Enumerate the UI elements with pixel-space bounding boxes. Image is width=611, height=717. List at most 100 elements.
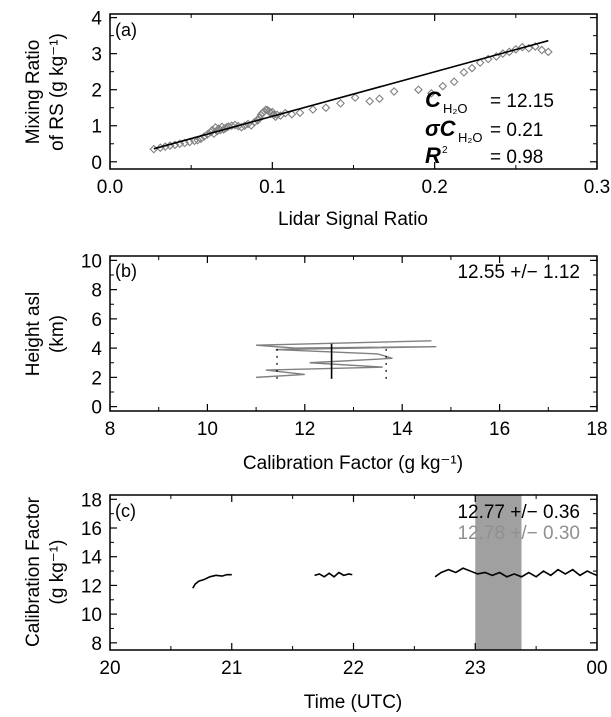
scatter-point xyxy=(227,121,237,131)
svg-text:C: C xyxy=(425,87,442,112)
x-tick-label: 22 xyxy=(343,658,364,679)
x-tick-label: 20 xyxy=(99,658,120,679)
y-tick-label: 14 xyxy=(81,548,103,569)
scatter-point xyxy=(193,135,203,145)
scatter-point xyxy=(254,113,264,123)
x-tick-label: 12 xyxy=(294,419,315,440)
panel-b-xlabel: Calibration Factor (g kg⁻¹) xyxy=(243,453,463,474)
panel-a-xlabel: Lidar Signal Ratio xyxy=(278,209,428,230)
fit-line xyxy=(153,39,549,150)
x-tick-label: 21 xyxy=(221,658,242,679)
calibration-series xyxy=(314,571,353,578)
panel-b-marks xyxy=(256,340,437,379)
x-tick-label: 00 xyxy=(586,658,607,679)
scatter-point xyxy=(537,45,547,55)
panel-a-annotation-c: C H₂O = 12.15 xyxy=(425,87,554,116)
svg-text:R: R xyxy=(425,143,441,168)
panel-b-label: (b) xyxy=(115,261,137,281)
scatter-point xyxy=(475,58,485,68)
y-tick-label: 2 xyxy=(91,368,102,389)
scatter-point xyxy=(365,96,375,106)
panel-a-annotation-r2: R 2 = 0.98 xyxy=(425,143,543,168)
y-tick-label: 10 xyxy=(81,605,102,626)
scatter-point xyxy=(543,47,553,57)
y-tick-label: 2 xyxy=(91,81,102,102)
scatter-point xyxy=(350,93,360,103)
scatter-point xyxy=(196,134,206,144)
y-tick-label: 8 xyxy=(91,281,102,302)
panel-c-label: (c) xyxy=(115,501,136,521)
panel-a-label: (a) xyxy=(115,20,137,40)
scatter-point xyxy=(427,88,436,98)
scatter-point xyxy=(438,81,448,91)
y-tick-label: 12 xyxy=(81,576,102,597)
y-tick-label: 1 xyxy=(91,117,102,138)
x-tick-label: 0.1 xyxy=(259,177,285,198)
panel-b-frame xyxy=(109,255,598,412)
scatter-point xyxy=(308,105,318,114)
calibration-series xyxy=(192,573,232,589)
svg-text:H₂O: H₂O xyxy=(458,130,483,145)
x-tick-label: 0.2 xyxy=(421,177,447,198)
panel-a-ytick-labels: 0 1 2 3 4 xyxy=(91,9,102,174)
scatter-point xyxy=(375,94,384,104)
panel-a-ylabel-line1: Mixing Ratio xyxy=(23,40,44,145)
scatter-point xyxy=(449,77,459,87)
panel-a-xtick-labels: 0.0 0.1 0.2 0.3 xyxy=(97,177,610,198)
y-tick-label: 3 xyxy=(91,45,102,66)
x-tick-label: 18 xyxy=(586,419,607,440)
x-tick-label: 14 xyxy=(392,419,414,440)
panel-b-xtick-labels: 8 10 12 14 16 18 xyxy=(105,419,608,440)
svg-text:= 0.21: = 0.21 xyxy=(490,120,543,141)
scatter-point xyxy=(185,137,194,147)
scatter-point xyxy=(190,136,199,146)
panel-b-annotation: 12.55 +/− 1.12 xyxy=(457,262,580,283)
y-tick-label: 0 xyxy=(91,153,102,174)
y-tick-label: 0 xyxy=(91,398,102,419)
panel-a-ylabel-line2: of RS (g kg⁻¹) xyxy=(47,33,68,151)
y-tick-label: 10 xyxy=(81,251,102,272)
panel-c-frame xyxy=(109,494,598,651)
panel-c-ytick-labels: 8 10 12 14 16 18 xyxy=(81,490,103,655)
panel-c: (c) 12.77 +/− 0.36 12.78 +/− 0.30 20 21 22… xyxy=(23,490,608,713)
panel-c-marks xyxy=(192,567,598,589)
scatter-point xyxy=(321,103,331,113)
y-tick-label: 8 xyxy=(91,634,102,655)
panel-a-annotation-sigma: σC H₂O = 0.21 xyxy=(425,116,543,145)
panel-b-ylabel-line2: (km) xyxy=(47,315,68,353)
scatter-point xyxy=(222,122,232,132)
scatter-point xyxy=(287,109,297,119)
x-tick-label: 0.0 xyxy=(97,177,123,198)
y-tick-label: 16 xyxy=(81,519,102,540)
panel-b-ytick-labels: 0 2 4 6 8 10 xyxy=(81,251,103,418)
svg-text:= 0.98: = 0.98 xyxy=(490,147,543,168)
scatter-point xyxy=(467,63,477,73)
scatter-point xyxy=(295,108,305,118)
x-tick-label: 16 xyxy=(489,419,510,440)
scatter-point xyxy=(389,87,399,96)
svg-text:2: 2 xyxy=(442,145,448,156)
panel-c-xtick-labels: 20 21 22 23 00 xyxy=(99,658,607,679)
svg-text:H₂O: H₂O xyxy=(443,101,468,116)
panel-c-ylabel-line1: Calibration Factor xyxy=(23,496,44,647)
y-tick-label: 6 xyxy=(91,310,102,331)
x-tick-label: 23 xyxy=(465,658,486,679)
scatter-point xyxy=(336,99,345,108)
svg-text:σC: σC xyxy=(425,116,457,141)
panel-a-frame xyxy=(109,13,598,170)
panel-a: (a) 0.0 0.1 0.2 0.3 0 1 2 3 4 Lidar Signal Rati… xyxy=(23,9,610,230)
y-tick-label: 4 xyxy=(91,339,102,360)
panel-b: (b) 12.55 +/− 1.12 8 10 12 14 16 18 0 2 4 6 8 10 C… xyxy=(23,251,608,474)
calibration-profile xyxy=(256,340,437,379)
panel-c-ylabel-line2: (g kg⁻¹) xyxy=(47,540,68,605)
scatter-point xyxy=(180,138,190,148)
x-tick-label: 10 xyxy=(197,419,218,440)
svg-text:= 12.15: = 12.15 xyxy=(490,91,554,112)
y-tick-label: 4 xyxy=(91,9,102,30)
panel-c-annotation-1: 12.77 +/− 0.36 xyxy=(457,502,580,523)
scatter-point xyxy=(414,85,423,95)
y-tick-label: 18 xyxy=(81,490,102,511)
scatter-point xyxy=(212,126,222,136)
x-tick-label: 8 xyxy=(105,419,116,440)
